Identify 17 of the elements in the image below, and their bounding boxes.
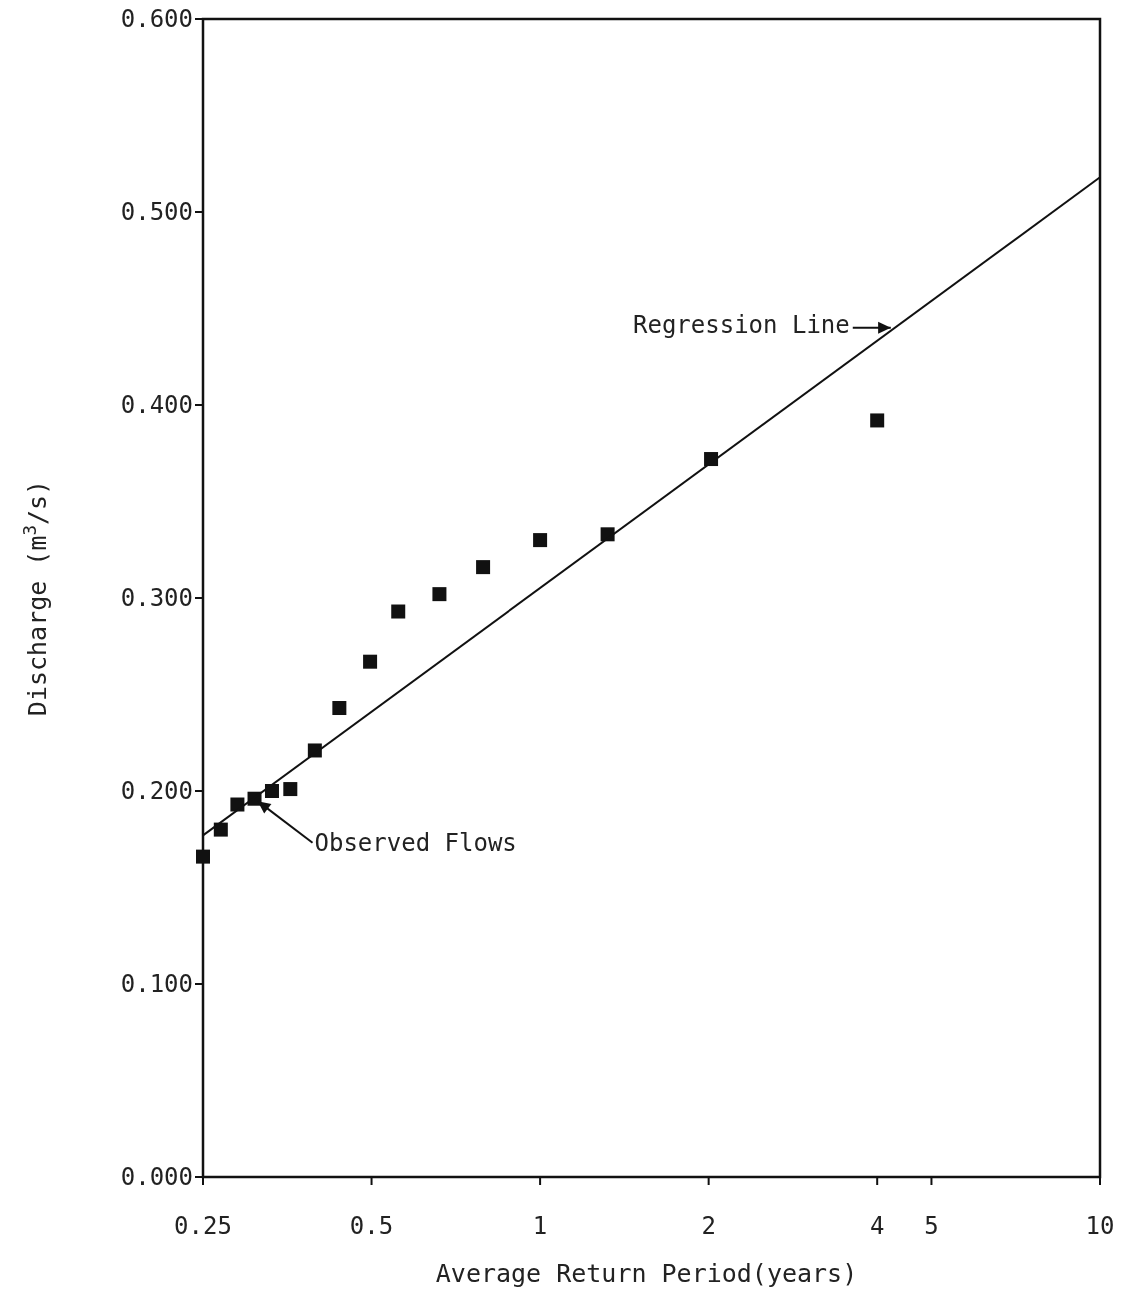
y-tick-label: 0.600 [120, 5, 193, 34]
x-tick-label: 4 [869, 1212, 885, 1240]
y-tick-label: 0.400 [120, 391, 193, 420]
x-tick-label: 2 [701, 1212, 716, 1240]
x-tick-label: 0.5 [349, 1212, 394, 1240]
x-tick-label: 10 [1085, 1212, 1115, 1240]
annotation: Regression Line [633, 310, 850, 339]
x-tick-label: 0.25 [174, 1212, 232, 1240]
y-tick-label: 0.100 [120, 970, 193, 999]
annotation: Observed Flows [314, 828, 517, 857]
x-tick-label: 5 [924, 1212, 939, 1240]
y-tick-label: 0.000 [120, 1163, 193, 1192]
y-tick-label: 0.300 [120, 584, 193, 613]
x-axis-title: Average Return Period(years) [435, 1259, 858, 1288]
y-tick-label: 0.200 [120, 777, 193, 806]
x-tick-label: 1 [532, 1212, 548, 1240]
y-tick-label: 0.500 [120, 198, 193, 227]
